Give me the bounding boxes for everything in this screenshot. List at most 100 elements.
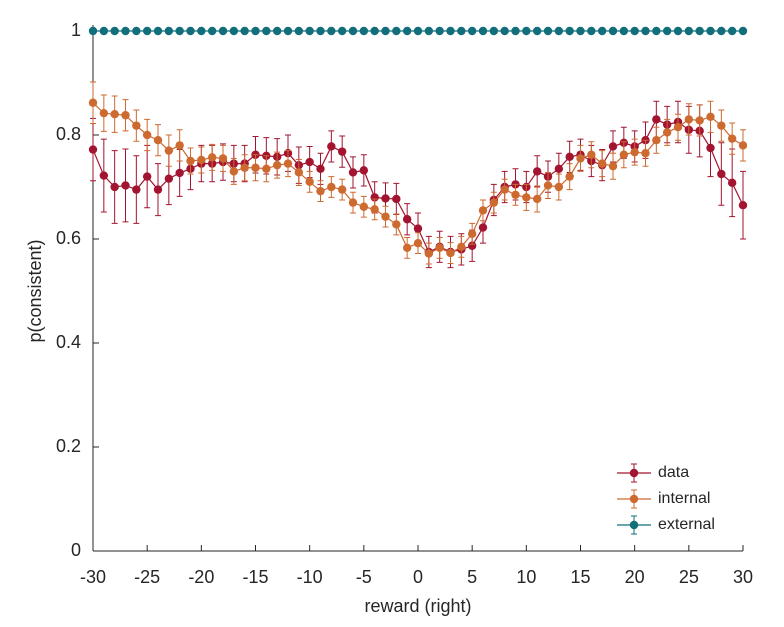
data-point (727, 26, 737, 36)
data-point (684, 115, 694, 124)
data-point (424, 26, 434, 36)
x-tick-label: -15 (242, 567, 268, 587)
data-point (652, 26, 661, 36)
data-point (337, 26, 347, 36)
data-point (359, 26, 369, 36)
data-point (511, 26, 520, 36)
data-point (727, 178, 737, 188)
data-point (467, 26, 477, 36)
data-point (294, 168, 304, 177)
y-tick-label: 0.4 (56, 332, 81, 352)
data-point (587, 26, 596, 36)
data-point (500, 185, 509, 194)
data-point (88, 98, 98, 107)
data-point (229, 167, 239, 176)
data-point (240, 26, 249, 36)
data-point (608, 142, 618, 151)
data-point (381, 194, 390, 203)
data-point (478, 223, 488, 232)
x-tick-label: 0 (413, 567, 423, 587)
data-point (99, 26, 109, 36)
data-point (316, 186, 325, 196)
legend-marker (629, 520, 639, 530)
data-point (207, 26, 217, 36)
data-point (262, 26, 271, 36)
x-tick-label: -10 (297, 567, 323, 587)
y-axis-label: p(consistent) (25, 239, 45, 342)
data-point (413, 238, 423, 248)
x-tick-label: 15 (570, 567, 590, 587)
data-point (164, 146, 174, 155)
legend-marker (629, 468, 639, 478)
y-tick-label: 0 (71, 540, 81, 560)
data-point (543, 26, 553, 36)
data-point (142, 26, 152, 36)
data-point (142, 130, 152, 140)
data-point (727, 134, 737, 143)
data-point (294, 26, 304, 36)
data-point (554, 182, 564, 192)
data-point (359, 202, 369, 211)
y-tick-label: 1 (71, 20, 81, 40)
data-point (327, 182, 336, 192)
data-point (348, 198, 358, 207)
x-tick-label: -20 (188, 567, 214, 587)
data-point (305, 177, 314, 186)
data-point (272, 26, 282, 36)
data-point (381, 26, 390, 36)
data-point (186, 156, 195, 166)
y-tick-label: 0.2 (56, 436, 81, 456)
data-point (522, 193, 531, 202)
data-point (153, 26, 163, 36)
data-point (392, 220, 401, 229)
data-point (684, 26, 694, 36)
data-point (88, 26, 98, 36)
data-point (99, 108, 109, 118)
data-point (153, 136, 163, 145)
data-point (608, 162, 618, 171)
data-point (207, 153, 217, 162)
x-tick-label: -30 (80, 567, 106, 587)
data-point (175, 141, 184, 150)
data-point (695, 116, 704, 125)
data-point (132, 121, 141, 130)
data-point (251, 26, 260, 36)
data-point (121, 181, 130, 190)
data-point (348, 168, 358, 177)
data-point (619, 26, 629, 36)
data-point (240, 163, 249, 172)
data-point (500, 26, 509, 36)
data-point (402, 26, 412, 36)
data-point (478, 26, 488, 36)
data-point (402, 215, 412, 224)
data-point (446, 248, 455, 258)
data-point (142, 172, 152, 181)
data-point (706, 26, 715, 36)
data-point (619, 150, 629, 159)
data-point (348, 26, 358, 36)
data-point (662, 26, 672, 36)
data-point (717, 121, 726, 130)
data-point (565, 26, 574, 36)
data-point (110, 26, 119, 36)
data-point (630, 26, 639, 36)
data-point (489, 26, 499, 36)
data-point (597, 159, 607, 168)
data-point (413, 224, 423, 233)
data-point (132, 26, 141, 36)
data-point (478, 206, 488, 215)
legend-label: data (658, 464, 689, 481)
data-point (489, 198, 499, 207)
data-point (392, 26, 401, 36)
data-point (164, 174, 174, 183)
data-point (218, 154, 228, 163)
data-point (532, 167, 542, 176)
data-point (370, 193, 379, 202)
data-point (532, 26, 542, 36)
data-point (337, 185, 347, 194)
data-point (565, 152, 574, 162)
data-point (186, 26, 195, 36)
data-point (110, 182, 119, 192)
data-point (251, 163, 260, 172)
